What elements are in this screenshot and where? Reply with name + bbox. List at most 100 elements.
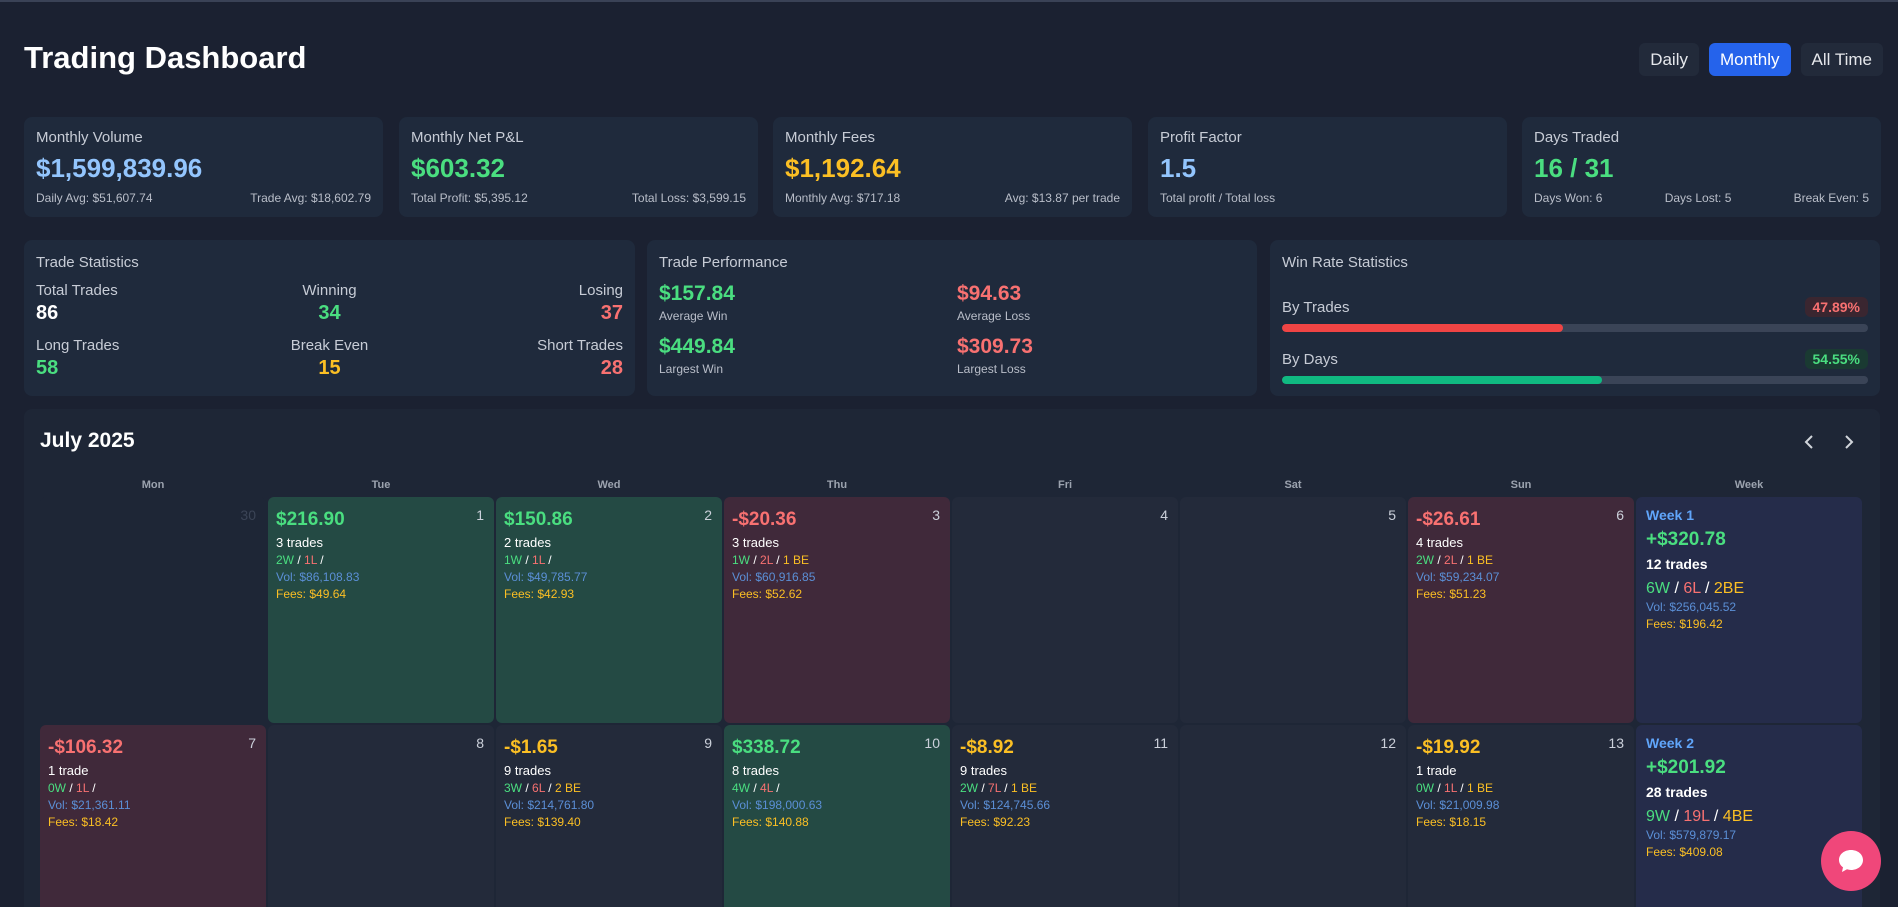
calendar-next-button[interactable] (1834, 427, 1864, 457)
week-trade-count: 28 trades (1646, 784, 1708, 800)
week-win-loss: 6W / 6L / 2BE (1646, 580, 1745, 597)
week-label: Week 1 (1646, 507, 1694, 523)
average-loss-label: Average Loss (957, 309, 1031, 323)
day-number: 13 (1608, 735, 1624, 751)
day-number: 11 (1153, 735, 1168, 751)
calendar-day[interactable]: 13 -$19.92 1 trade 0W / 1L / 1 BE Vol: $21,0… (1408, 725, 1634, 907)
stat-sub-left: Total Profit: $5,395.12 (411, 191, 528, 205)
chevron-right-icon (1845, 435, 1854, 449)
day-number: 3 (932, 507, 940, 523)
by-trades-bar (1282, 324, 1868, 332)
calendar-day[interactable]: 2 $150.86 2 trades 1W / 1L / Vol: $49,785.7… (496, 497, 722, 723)
stat-label: Monthly Fees (785, 129, 876, 146)
day-volume: Vol: $86,108.83 (276, 570, 360, 584)
calendar-day[interactable]: 3 -$20.36 3 trades 1W / 2L / 1 BE Vol: $60,9… (724, 497, 950, 723)
calendar-day[interactable]: 5 (1180, 497, 1406, 723)
total-trades-label: Total Trades (36, 282, 118, 299)
day-pnl: -$8.92 (960, 737, 1014, 758)
day-trade-count: 2 trades (504, 535, 551, 550)
day-losses: 6L (532, 781, 545, 795)
weekday-header: Sat (1284, 479, 1302, 491)
days-lost: Days Lost: 5 (1664, 191, 1732, 205)
winning-label: Winning (302, 282, 357, 299)
range-daily-button[interactable]: Daily (1639, 43, 1699, 76)
day-volume: Vol: $21,361.11 (48, 798, 131, 812)
calendar-card: July 2025 Mon Tue Wed Thu Fri Sat Sun Week 30 1 $2… (24, 409, 1880, 907)
week-pnl: +$201.92 (1646, 757, 1726, 778)
profit-factor-card: Profit Factor 1.5 Total profit / Total l… (1148, 117, 1507, 217)
day-number: 10 (924, 735, 940, 751)
day-fees: Fees: $52.62 (732, 587, 803, 601)
day-fees: Fees: $51.23 (1416, 587, 1487, 601)
day-fees: Fees: $139.40 (504, 815, 581, 829)
days-traded-card: Days Traded 16 / 31 Days Won: 6 Days Los… (1522, 117, 1881, 217)
week-break-even: 4BE (1722, 808, 1754, 825)
calendar-day[interactable]: 8 (268, 725, 494, 907)
week-losses: 19L (1683, 808, 1710, 825)
calendar-day[interactable]: 12 (1180, 725, 1406, 907)
day-wins: 1W (504, 553, 522, 567)
calendar-day[interactable]: 7 -$106.32 1 trade 0W / 1L / Vol: $21,361.1… (40, 725, 266, 907)
by-days-row: By Days 54.55% (1282, 349, 1868, 384)
day-wins: 2W (1416, 553, 1434, 567)
monthly-volume-card: Monthly Volume $1,599,839.96 Daily Avg: … (24, 117, 383, 217)
stat-value: $603.32 (411, 153, 505, 183)
long-trades-label: Long Trades (36, 337, 120, 354)
calendar-day[interactable]: 4 (952, 497, 1178, 723)
calendar-day[interactable]: 1 $216.90 3 trades 2W / 1L / Vol: $86,108.8… (268, 497, 494, 723)
by-trades-label: By Trades (1282, 298, 1350, 316)
day-win-loss: 2W / 2L / 1 BE (1416, 553, 1493, 567)
range-all-time-button[interactable]: All Time (1800, 43, 1883, 76)
day-losses: 2L (1444, 553, 1457, 567)
monthly-net-pnl-card: Monthly Net P&L $603.32 Total Profit: $5… (399, 117, 758, 217)
stat-sub-right: Total Loss: $3,599.15 (631, 191, 746, 205)
break-even-value: 15 (318, 357, 341, 379)
day-pnl: $150.86 (504, 509, 573, 530)
day-trade-count: 3 trades (732, 535, 779, 550)
largest-loss-label: Largest Loss (957, 362, 1026, 376)
day-win-loss: 2W / 1L / (276, 553, 324, 567)
day-number: 6 (1616, 507, 1624, 523)
week-pnl: +$320.78 (1646, 529, 1726, 550)
calendar-day[interactable]: 30 (40, 497, 266, 723)
calendar-day[interactable]: 11 -$8.92 9 trades 2W / 7L / 1 BE Vol: $124,… (952, 725, 1178, 907)
calendar-prev-button[interactable] (1794, 427, 1824, 457)
calendar-title: July 2025 (40, 429, 135, 452)
day-trade-count: 9 trades (504, 763, 551, 778)
stat-sub-right: Trade Avg: $18,602.79 (250, 191, 371, 205)
calendar-day[interactable]: 10 $338.72 8 trades 4W / 4L / Vol: $198,000… (724, 725, 950, 907)
day-number: 12 (1380, 735, 1396, 751)
section-title: Win Rate Statistics (1282, 254, 1408, 271)
average-win-value: $157.84 (659, 282, 735, 305)
day-losses: 7L (988, 781, 1001, 795)
day-wins: 2W (960, 781, 978, 795)
chat-button[interactable] (1821, 831, 1881, 891)
day-win-loss: 2W / 7L / 1 BE (960, 781, 1037, 795)
trade-statistics-card: Trade Statistics Total Trades 86 Winning… (24, 240, 635, 396)
day-trade-count: 1 trade (1416, 763, 1457, 778)
page-title: Trading Dashboard (24, 40, 307, 75)
day-break-even: 1 BE (1466, 553, 1493, 567)
monthly-fees-card: Monthly Fees $1,192.64 Monthly Avg: $717… (773, 117, 1132, 217)
week-fees: Fees: $196.42 (1646, 617, 1723, 631)
winning-value: 34 (318, 302, 341, 324)
day-pnl: -$19.92 (1416, 737, 1481, 758)
range-monthly-button[interactable]: Monthly (1709, 43, 1791, 76)
stat-label: Days Traded (1534, 129, 1620, 146)
day-fees: Fees: $42.93 (504, 587, 575, 601)
calendar-day[interactable]: 9 -$1.65 9 trades 3W / 6L / 2 BE Vol: $214,7… (496, 725, 722, 907)
day-win-loss: 1W / 1L / (504, 553, 552, 567)
weekday-header: Fri (1057, 479, 1073, 491)
weekday-header: Thu (826, 479, 848, 491)
day-volume: Vol: $124,745.66 (960, 798, 1051, 812)
weekday-header: Sun (1510, 479, 1532, 491)
by-trades-bar-fill (1282, 324, 1563, 332)
by-days-bar (1282, 376, 1868, 384)
week-volume: Vol: $256,045.52 (1646, 600, 1737, 614)
day-number: 1 (476, 507, 484, 523)
by-trades-row: By Trades 47.89% (1282, 297, 1868, 332)
day-losses: 4L (760, 781, 773, 795)
calendar-day[interactable]: 6 -$26.61 4 trades 2W / 2L / 1 BE Vol: $59,2… (1408, 497, 1634, 723)
day-number: 30 (240, 507, 256, 523)
day-volume: Vol: $21,009.98 (1416, 798, 1500, 812)
